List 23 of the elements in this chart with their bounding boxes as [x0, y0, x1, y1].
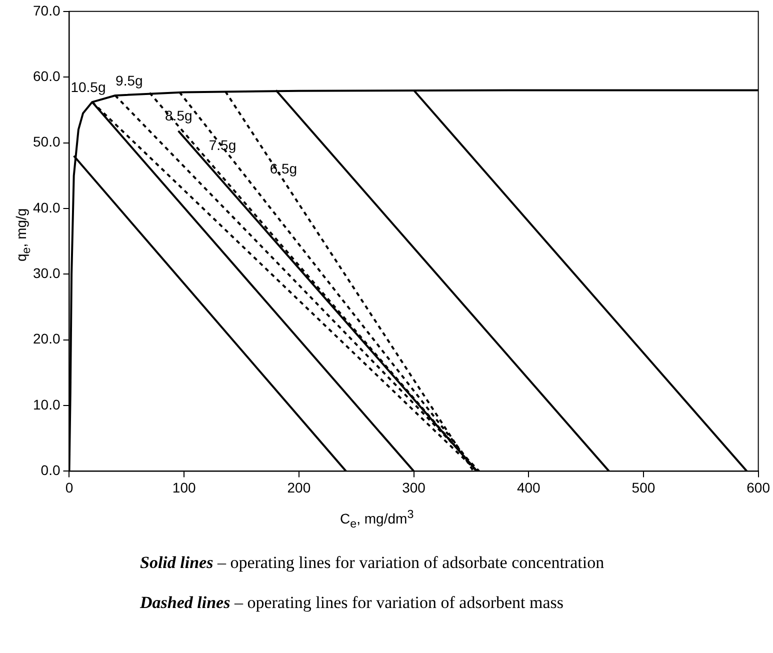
- y-tick-label: 10.0: [33, 396, 60, 412]
- x-tick-label: 200: [287, 479, 311, 496]
- series-label: 7.5g: [208, 137, 236, 154]
- series-label: 9.5g: [116, 72, 143, 88]
- x-tick-label: 400: [516, 479, 541, 496]
- x-tick-label: 0: [65, 479, 74, 496]
- y-tick-label: 30.0: [33, 265, 60, 281]
- y-tick-label: 50.0: [33, 134, 60, 150]
- text: Dashed lines – operating lines for variation of adsorbent mass: [140, 593, 564, 613]
- series-label: 8.5g: [165, 108, 192, 124]
- x-tick-label: 500: [632, 479, 656, 496]
- y-tick-label: 70.0: [33, 2, 60, 18]
- x-tick-label: 300: [402, 479, 426, 496]
- y-tick-label: 20.0: [33, 330, 60, 347]
- y-tick-label: 0.0: [40, 462, 60, 478]
- y-tick-label: 60.0: [33, 68, 60, 84]
- x-tick-label: 600: [746, 479, 770, 496]
- y-tick-label: 40.0: [33, 199, 60, 216]
- x-tick-label: 100: [172, 479, 196, 496]
- series-label: 10.5g: [70, 78, 106, 95]
- x-axis-title: C$_{e}$, mg/dm$^{3}$: [340, 508, 414, 530]
- series-label: 6.5g: [270, 160, 298, 176]
- text: Solid lines – operating lines for variation of adsorbate concentration: [140, 553, 604, 573]
